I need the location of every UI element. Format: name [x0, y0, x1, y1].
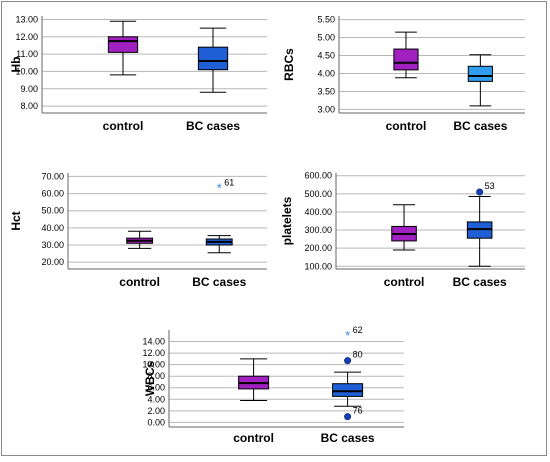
y-tick-label: 4.50: [317, 51, 335, 61]
y-tick-label: 2.00: [147, 406, 165, 416]
outlier-star: *: [217, 180, 222, 195]
y-tick-label: 5.50: [317, 15, 335, 25]
y-tick-label: 13.00: [15, 14, 38, 24]
box-iqr: [332, 383, 364, 397]
y-tick-label: 30.00: [41, 240, 64, 250]
y-axis-label: RBCs: [282, 48, 296, 81]
outlier-circle: [344, 413, 352, 421]
box-control: [391, 204, 417, 251]
box-bc-cases: [466, 196, 493, 267]
outlier-star: *: [345, 328, 350, 343]
x-category-label: control: [384, 275, 425, 289]
box-iqr: [107, 36, 139, 53]
y-tick-label: 0.00: [147, 417, 165, 427]
x-category-label: BC cases: [453, 275, 507, 289]
panel-platelets: 100.00 200.00 300.00 400.00 500.00 600.00 plat…: [280, 171, 525, 289]
y-tick-label: 8.00: [20, 101, 38, 111]
y-tick-label: 11.00: [16, 49, 38, 59]
outlier-label: 76: [353, 406, 363, 416]
box-control: [107, 20, 139, 76]
y-axis-label: WBCs: [143, 361, 157, 397]
box-bc-cases: [467, 54, 493, 107]
box-bc-cases: [205, 235, 233, 254]
y-tick-label: 70.00: [41, 171, 64, 181]
box-bc-cases: [332, 371, 364, 407]
outlier-label: 80: [353, 350, 363, 360]
x-category-label: control: [119, 275, 160, 289]
y-tick-label: 500.00: [304, 189, 332, 199]
panel-hct: 20.00 30.00 40.00 50.00 60.00 70.00 Hct control…: [9, 171, 267, 289]
y-tick-label: 14.00: [142, 337, 165, 347]
box-control: [238, 358, 270, 401]
y-axis-label: Hct: [9, 211, 23, 230]
x-category-label: control: [386, 119, 427, 133]
y-tick-label: 8.00: [147, 371, 165, 381]
x-category-label: BC cases: [453, 119, 507, 133]
box-iqr: [197, 46, 229, 71]
y-axis-label: Hb: [9, 57, 23, 73]
x-category-label: control: [103, 119, 144, 133]
y-tick-label: 12.00: [15, 32, 38, 42]
outlier-circle: [476, 188, 484, 196]
x-category-label: BC cases: [321, 431, 375, 445]
y-tick-label: 200.00: [304, 243, 332, 253]
boxplot-figure: 8.00 9.00 10.00 11.00 12.00 13.00 Hb control BC …: [9, 14, 525, 445]
x-category-label: control: [233, 431, 274, 445]
x-category-label: BC cases: [192, 275, 246, 289]
y-tick-label: 5.00: [317, 33, 335, 43]
y-tick-label: 10.00: [15, 66, 38, 76]
y-tick-label: 600.00: [304, 171, 332, 181]
outlier-label: 53: [485, 181, 495, 191]
y-tick-label: 3.50: [317, 86, 335, 96]
outlier-circle: [344, 357, 352, 365]
y-tick-label: 10.00: [142, 360, 165, 370]
y-tick-label: 100.00: [304, 261, 332, 271]
y-tick-label: 50.00: [41, 206, 64, 216]
y-tick-label: 6.00: [147, 383, 165, 393]
y-tick-label: 9.00: [20, 84, 38, 94]
y-axis-label: platelets: [280, 196, 294, 245]
box-bc-cases: [197, 27, 229, 93]
x-category-label: BC cases: [186, 119, 240, 133]
figure-frame: 8.00 9.00 10.00 11.00 12.00 13.00 Hb control BC …: [1, 1, 547, 456]
box-iqr: [393, 48, 419, 71]
outlier-label: 62: [353, 325, 363, 335]
y-tick-label: 12.00: [142, 348, 165, 358]
y-tick-label: 400.00: [304, 207, 332, 217]
y-tick-label: 60.00: [41, 189, 64, 199]
outlier-label: 61: [224, 177, 234, 187]
y-tick-label: 20.00: [41, 257, 64, 267]
panel-rbcs: 3.00 3.50 4.00 4.50 5.00 5.50 RBCs control BC ca…: [282, 15, 525, 133]
box-iqr: [467, 65, 493, 82]
box-control: [126, 230, 154, 249]
y-tick-label: 4.00: [317, 68, 335, 78]
y-tick-label: 40.00: [41, 223, 64, 233]
y-tick-label: 3.00: [317, 104, 335, 114]
y-tick-label: 4.00: [147, 394, 165, 404]
panel-hb: 8.00 9.00 10.00 11.00 12.00 13.00 Hb control BC …: [9, 14, 267, 133]
y-tick-label: 300.00: [304, 225, 332, 235]
box-control: [393, 31, 419, 79]
